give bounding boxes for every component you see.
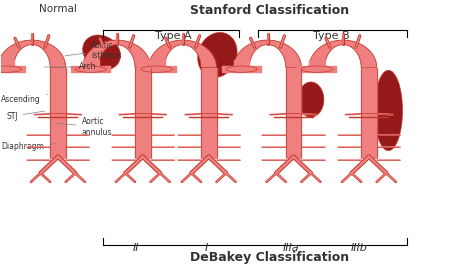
Text: IIIa: IIIa (283, 243, 300, 253)
Ellipse shape (298, 82, 324, 117)
Ellipse shape (82, 35, 120, 70)
Text: Type A: Type A (155, 31, 191, 41)
Text: IIIb: IIIb (351, 243, 368, 253)
Ellipse shape (0, 66, 21, 72)
Ellipse shape (198, 32, 237, 78)
Text: STJ: STJ (6, 111, 45, 121)
Polygon shape (234, 40, 301, 68)
Polygon shape (309, 40, 377, 68)
Text: Aortic
annulus: Aortic annulus (56, 117, 112, 137)
Text: I: I (205, 243, 208, 253)
Text: Stanford Classification: Stanford Classification (191, 4, 349, 17)
Text: Arch: Arch (44, 62, 97, 71)
Text: Aortic
isthmus: Aortic isthmus (65, 41, 121, 60)
Text: Diaphragm: Diaphragm (1, 142, 56, 151)
Ellipse shape (374, 70, 402, 151)
Ellipse shape (75, 66, 106, 72)
Text: II: II (132, 243, 139, 253)
Text: DeBakey Classification: DeBakey Classification (191, 251, 349, 264)
Ellipse shape (141, 66, 173, 72)
Polygon shape (83, 40, 151, 68)
Text: Normal: Normal (39, 4, 77, 14)
Text: Type B: Type B (313, 31, 349, 41)
Ellipse shape (226, 66, 257, 72)
Ellipse shape (301, 66, 333, 72)
Polygon shape (0, 40, 66, 68)
Polygon shape (149, 40, 217, 68)
Text: Ascending: Ascending (1, 94, 47, 104)
